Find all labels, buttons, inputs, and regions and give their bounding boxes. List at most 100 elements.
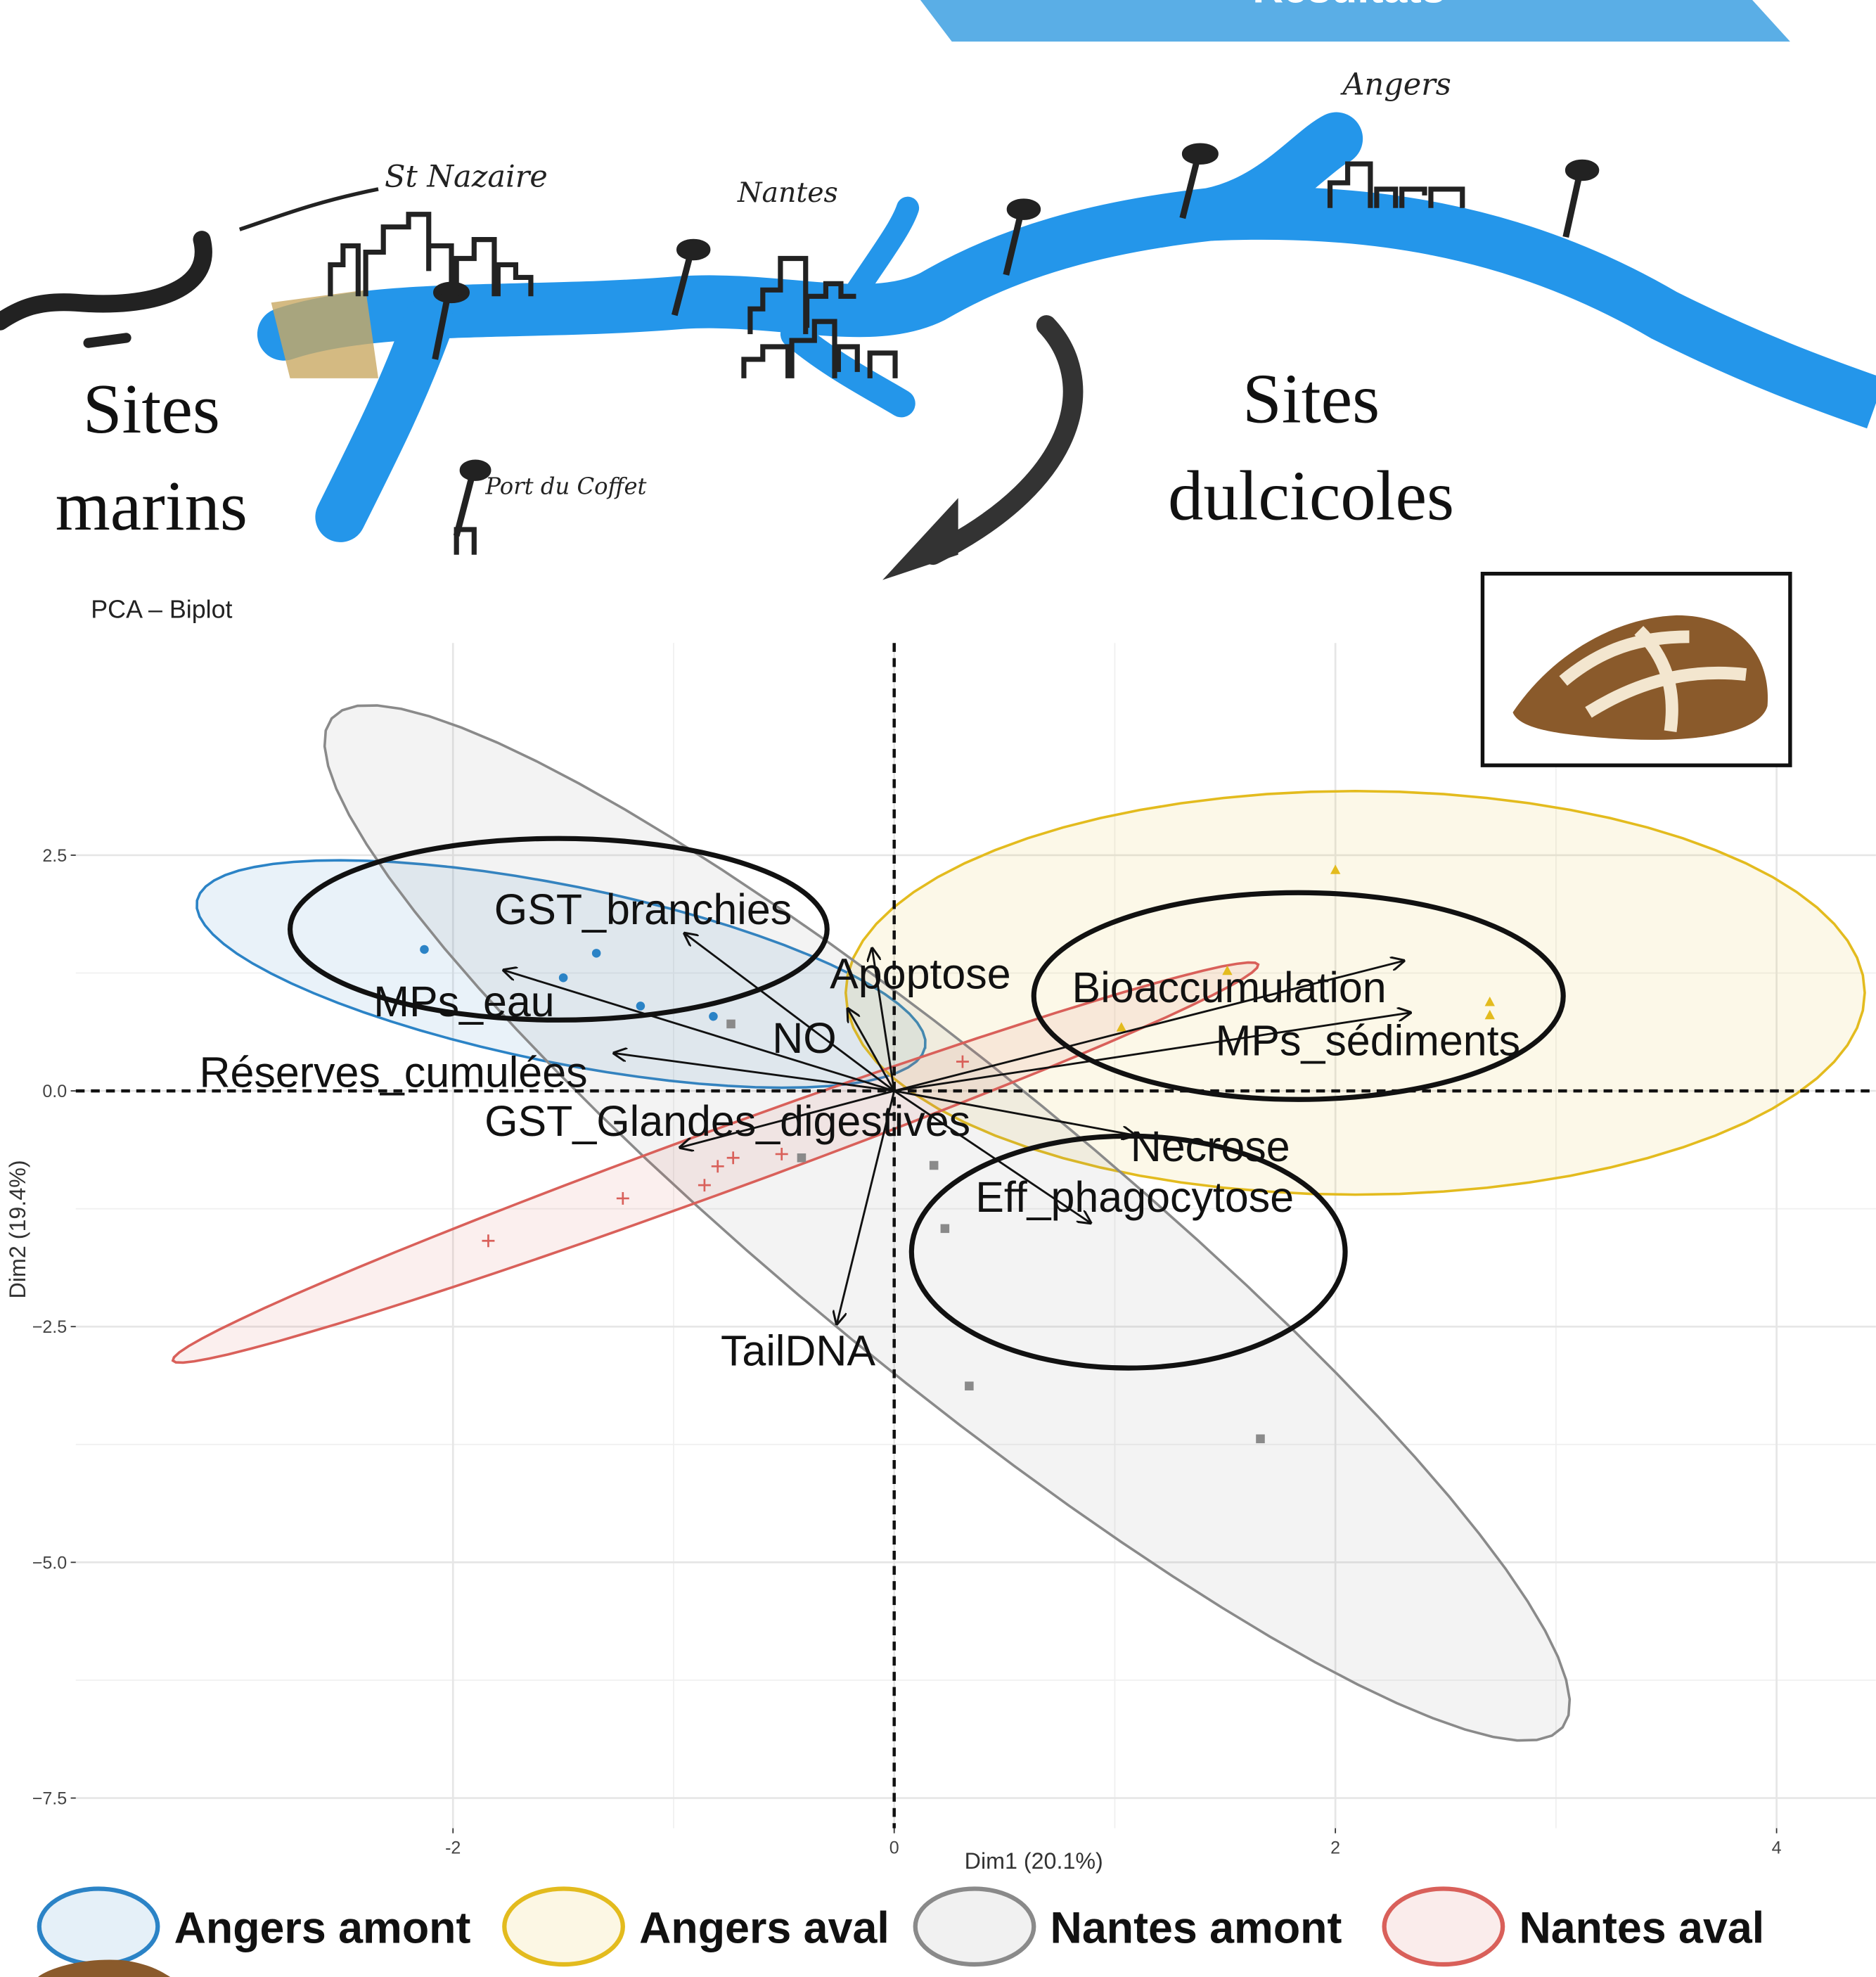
- point: [965, 1381, 974, 1390]
- point: [1330, 864, 1341, 874]
- map: St Nazaire Nantes Angers Port du Coffet …: [0, 67, 1876, 580]
- confidence-ellipse: [844, 789, 1866, 1196]
- pins: [432, 143, 1600, 537]
- point: [1116, 1022, 1127, 1032]
- loading-arrow: [894, 961, 1404, 1092]
- loading-arrow: [893, 1089, 1091, 1223]
- y-tick-label: 0.0: [42, 1082, 67, 1101]
- point: [698, 1179, 711, 1192]
- point: [726, 1151, 740, 1165]
- x-tick-label: 0: [889, 1838, 899, 1857]
- loading-label: Eff_phagocytose: [975, 1173, 1294, 1221]
- loading-arrow: [503, 970, 895, 1092]
- pointer-line: [238, 187, 379, 231]
- y-tick-label: −2.5: [32, 1317, 68, 1337]
- place-label: St Nazaire: [385, 159, 548, 194]
- y-tick-label: −7.5: [32, 1789, 68, 1809]
- loading-label: Bioaccumulation: [1072, 964, 1387, 1011]
- loading-label: NO: [772, 1014, 836, 1062]
- region-label: dulcicoles: [1168, 457, 1454, 535]
- loading-label: GST_branchies: [494, 885, 792, 933]
- point: [956, 1055, 969, 1068]
- region-label: Sites: [83, 370, 220, 448]
- legend-swatch: [1382, 1886, 1505, 1967]
- point: [420, 945, 429, 954]
- loading-label: Apoptose: [830, 950, 1011, 998]
- river-arrow-head: [882, 498, 958, 580]
- legend-swatch: [502, 1886, 625, 1967]
- y-axis-label: Dim2 (19.4%): [5, 1160, 30, 1298]
- chart-title: PCA – Biplot: [91, 595, 232, 623]
- x-tick-label: -2: [445, 1838, 461, 1857]
- x-tick-label: 4: [1772, 1838, 1782, 1857]
- loading-arrow: [685, 933, 895, 1092]
- mussel-image: [1480, 572, 1792, 767]
- loading-arrow: [894, 1013, 1411, 1092]
- ticks: -2 0 2 4 2.5 0.0 −2.5 −5.0 −7.5: [32, 846, 1782, 1857]
- loading-label: Réserves_cumulées: [200, 1048, 588, 1096]
- sea-arrow: [0, 231, 212, 331]
- place-label: Port du Coffet: [484, 473, 646, 500]
- legend: Angers amont Angers aval Nantes amont Nante…: [37, 1886, 1764, 1967]
- loading-arrow: [614, 1053, 894, 1092]
- loading-arrow: [894, 1089, 1135, 1135]
- river: [1209, 186, 1876, 429]
- loading-label: GST_Glandes_digestives: [484, 1097, 970, 1145]
- legend-label: Nantes amont: [1051, 1904, 1342, 1953]
- point: [929, 1160, 939, 1170]
- loading-arrow: [837, 1090, 896, 1324]
- point: [1484, 997, 1495, 1006]
- point: [1256, 1434, 1265, 1444]
- point: [797, 1153, 807, 1163]
- river: [846, 196, 920, 302]
- region-label: marins: [56, 467, 248, 545]
- point: [1484, 1009, 1495, 1020]
- x-tick-label: 2: [1330, 1838, 1340, 1857]
- point: [1222, 965, 1233, 975]
- highlights: [287, 836, 1566, 1371]
- point: [775, 1147, 788, 1160]
- y-tick-label: 2.5: [42, 846, 67, 866]
- legend-label: Angers aval: [639, 1904, 889, 1953]
- legend-label: Nantes aval: [1519, 1904, 1764, 1953]
- river: [315, 296, 454, 542]
- place-label: Angers: [1339, 67, 1451, 102]
- x-axis-label: Dim1 (20.1%): [965, 1848, 1103, 1874]
- reference-lines: [75, 643, 1876, 1829]
- point: [616, 1191, 629, 1205]
- banner: [920, 0, 1790, 42]
- point: [636, 1002, 645, 1011]
- confidence-ellipse: [323, 704, 1572, 1742]
- river-arrow: [923, 315, 1084, 565]
- river: [780, 320, 915, 418]
- loading-label: MPs_sédiments: [1216, 1017, 1520, 1065]
- grid: [75, 643, 1876, 1829]
- ellipses: [171, 704, 1866, 1742]
- legend-swatch: [913, 1886, 1036, 1967]
- point: [711, 1160, 724, 1173]
- y-tick-label: −5.0: [32, 1553, 68, 1573]
- points: [420, 864, 1495, 1444]
- point: [558, 973, 568, 983]
- banner-title: Résultats: [1252, 0, 1445, 12]
- estuary: [271, 290, 379, 378]
- plot-background: [75, 643, 1876, 1829]
- region-label: Sites: [1242, 360, 1380, 438]
- confidence-ellipse: [171, 961, 1260, 1364]
- place-label: Nantes: [737, 177, 838, 209]
- loading-label: TailDNA: [721, 1327, 875, 1375]
- mussel-corner: [37, 1959, 171, 1977]
- point: [482, 1234, 495, 1248]
- point: [591, 949, 601, 958]
- loading-arrow: [872, 949, 896, 1092]
- point: [709, 1011, 718, 1021]
- loading-arrow: [848, 1009, 895, 1092]
- buildings: [328, 161, 1465, 555]
- sea-arrow: [83, 333, 131, 348]
- point: [940, 1224, 950, 1234]
- loading-arrow: [680, 1089, 895, 1147]
- legend-label: Angers amont: [174, 1904, 471, 1953]
- legend-swatch: [37, 1886, 160, 1967]
- point: [726, 1019, 735, 1029]
